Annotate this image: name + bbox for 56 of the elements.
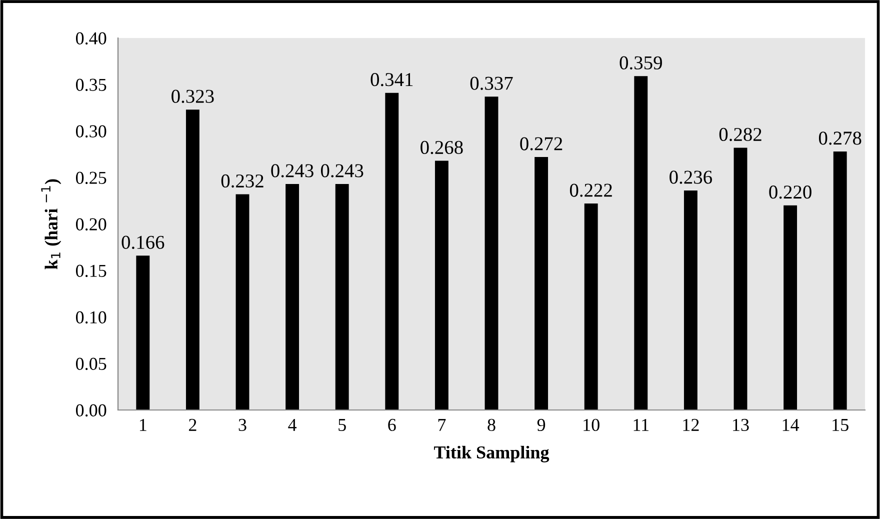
x-tick-label: 12 (683, 418, 699, 431)
x-tick-label: 4 (288, 418, 297, 431)
x-tick-label: 7 (438, 419, 446, 431)
bar (136, 256, 150, 410)
bar (236, 194, 250, 410)
data-label: 0.166 (122, 236, 164, 249)
data-label: 0.236 (670, 170, 712, 184)
bar (684, 190, 698, 410)
x-tick-label: 10 (584, 418, 600, 432)
x-tick-label: 8 (488, 418, 496, 432)
x-axis-title: Titik Sampling (434, 446, 550, 462)
x-tick-label: 9 (537, 418, 546, 432)
data-label: 0.222 (570, 184, 612, 197)
y-tick-label: 0.35 (76, 78, 106, 92)
bar (286, 184, 300, 410)
bar (584, 204, 598, 410)
data-label: 0.337 (470, 76, 513, 90)
x-tick-label: 1 (140, 418, 146, 431)
bar (833, 151, 847, 410)
bar (484, 96, 498, 410)
x-tick-label: 15 (832, 418, 848, 432)
x-tick-label: 11 (634, 418, 649, 431)
x-tick-label: 14 (782, 418, 800, 431)
y-tick-label: 0.20 (76, 218, 106, 231)
bar (385, 92, 399, 410)
x-tick-label: 13 (733, 418, 749, 432)
bar (434, 160, 448, 410)
bar (335, 184, 349, 410)
bar (634, 76, 648, 410)
data-label: 0.323 (172, 90, 214, 103)
bar (534, 157, 548, 410)
bar (734, 148, 748, 410)
data-label: 0.341 (370, 73, 413, 86)
x-tick-label: 3 (238, 418, 246, 432)
data-label: 0.243 (271, 164, 314, 178)
y-tick-label: 0.30 (76, 125, 106, 138)
y-tick-label: 0.40 (76, 32, 106, 45)
bar (186, 110, 200, 410)
y-axis-title: k$_{1}$ (hari $^{−1}$) (41, 179, 62, 270)
bar (784, 205, 798, 410)
data-label: 0.268 (420, 140, 463, 154)
data-label: 0.272 (520, 137, 562, 150)
y-tick-label: 0.15 (76, 264, 106, 278)
y-tick-label: 0.00 (76, 404, 106, 417)
y-tick-label: 0.10 (76, 311, 106, 324)
x-tick-label: 5 (338, 419, 346, 432)
data-label: 0.232 (221, 174, 264, 188)
y-tick-label: 0.05 (76, 358, 106, 370)
data-label: 0.278 (818, 132, 862, 145)
data-label: 0.220 (769, 186, 812, 199)
x-tick-label: 2 (188, 418, 196, 431)
x-tick-label: 6 (388, 418, 396, 432)
data-label: 0.282 (719, 128, 762, 142)
data-label: 0.359 (620, 56, 662, 70)
y-tick-label: 0.25 (76, 172, 106, 184)
data-label: 0.243 (320, 164, 364, 178)
